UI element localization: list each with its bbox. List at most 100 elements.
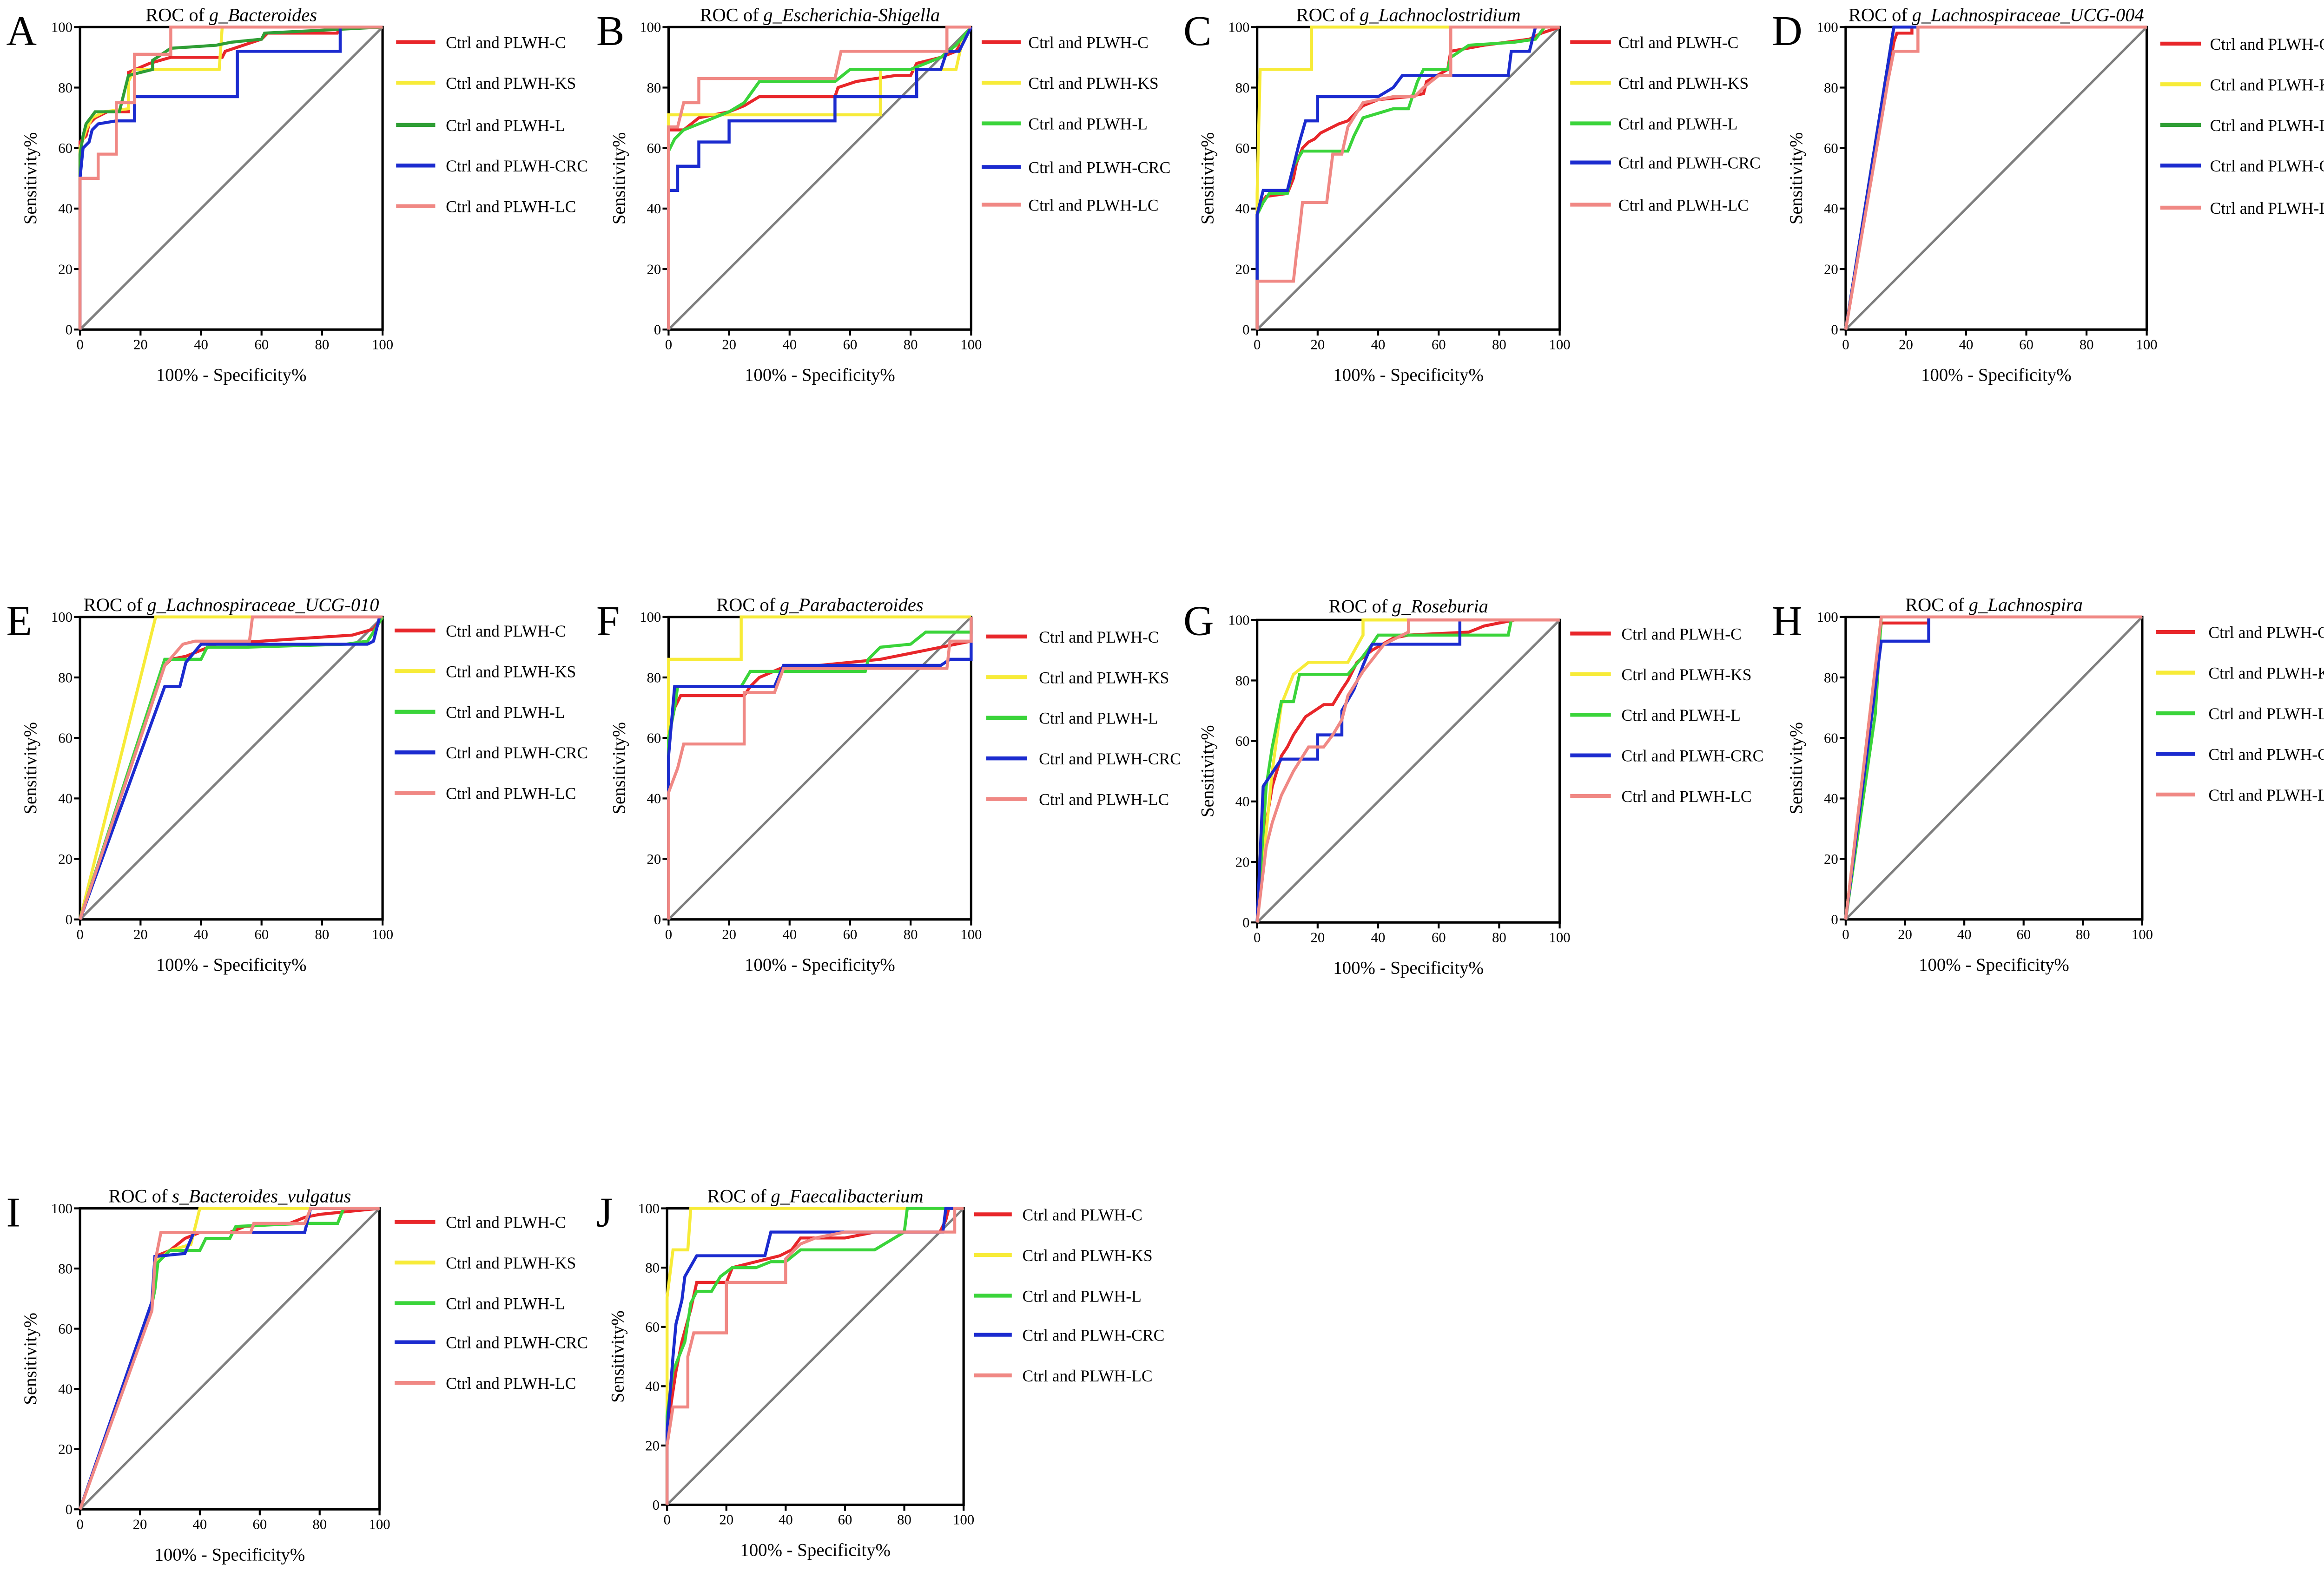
y-tick-label: 0 [1242, 915, 1249, 931]
chart-title: ROC of g_Lachnospira [1905, 594, 2083, 615]
legend-label: Ctrl and PLWH-CRC [446, 157, 588, 175]
x-tick-label: 80 [2076, 927, 2090, 942]
legend: Ctrl and PLWH-C Ctrl and PLWH-KS Ctrl and … [394, 1213, 588, 1393]
roc-panel-h: H ROC of g_Lachnospira 0 20 40 60 80 100 0 20 40 60 8… [1772, 594, 2324, 975]
x-axis-title: 100% - Specificity% [740, 1540, 891, 1560]
legend-item: Ctrl and PLWH-CRC [394, 1334, 588, 1352]
y-axis-title: Sensitivity% [1786, 132, 1806, 224]
legend-item: Ctrl and PLWH-LC [974, 1367, 1153, 1385]
x-axis-title: 100% - Specificity% [155, 1545, 305, 1564]
roc-curve-ctrl-and-plwh-crc [1255, 618, 1560, 923]
y-tick-label: 80 [645, 1260, 660, 1275]
x-axis: 0 20 40 60 80 100 [665, 919, 982, 942]
x-tick-label: 40 [779, 1512, 793, 1528]
x-tick-label: 80 [2080, 336, 2094, 352]
legend-label: Ctrl and PLWH-LC [446, 1374, 576, 1393]
y-tick-label: 0 [653, 1497, 660, 1513]
x-tick-label: 0 [76, 336, 83, 352]
chart-title: ROC of g_Bacteroides [145, 4, 317, 25]
y-tick-label: 0 [66, 912, 73, 927]
chart-title-taxon: g_Faecalibacterium [771, 1186, 923, 1207]
y-tick-label: 60 [1824, 730, 1838, 746]
roc-curves [79, 1207, 380, 1510]
x-axis-title: 100% - Specificity% [1919, 955, 2069, 975]
roc-curve-ctrl-and-plwh-crc [667, 617, 973, 920]
legend-item: Ctrl and PLWH-CRC [982, 158, 1170, 177]
chart-title-prefix: ROC of [700, 4, 759, 25]
y-tick-label: 60 [58, 140, 73, 156]
x-axis: 0 20 40 60 80 100 [1254, 922, 1571, 945]
legend-item: Ctrl and PLWH-KS [396, 74, 576, 92]
legend-item: Ctrl and PLWH-C [982, 33, 1149, 52]
roc-panel-c: C ROC of g_Lachnoclostridium 0 20 40 60 80 100 0 2… [1183, 4, 1761, 385]
y-tick-label: 60 [1824, 140, 1838, 156]
roc-curve-ctrl-and-plwh-l [79, 616, 384, 920]
x-tick-label: 20 [133, 1516, 147, 1532]
roc-curve-ctrl-and-plwh-ks [665, 1207, 964, 1505]
y-tick-label: 40 [1235, 794, 1250, 809]
y-tick-label: 60 [647, 730, 661, 746]
y-axis-title: Sensitivity% [20, 722, 40, 815]
y-tick-label: 40 [58, 791, 73, 807]
chart-title-taxon: g_Escherichia-Shigella [763, 4, 940, 25]
x-tick-label: 40 [1371, 336, 1386, 352]
roc-panel-f: F ROC of g_Parabacteroides 0 20 40 60 80 100 0 20 4… [596, 594, 1181, 975]
legend-label: Ctrl and PLWH-CRC [1618, 154, 1761, 172]
y-axis: 0 20 40 60 80 100 [1228, 612, 1257, 931]
x-tick-label: 60 [254, 336, 269, 352]
roc-panel-b: B ROC of g_Escherichia-Shigella 0 20 40 60 80 10… [596, 4, 1170, 385]
legend-item: Ctrl and PLWH-C [974, 1205, 1142, 1224]
legend-label: Ctrl and PLWH-KS [1028, 74, 1158, 92]
y-axis-title: Sensitivity% [20, 132, 40, 224]
chart-title-taxon: g_Roseburia [1392, 596, 1488, 617]
x-tick-label: 80 [315, 927, 330, 942]
y-axis-title: Sensitivity% [1198, 725, 1218, 817]
x-tick-label: 80 [897, 1512, 911, 1528]
y-tick-label: 100 [638, 1201, 660, 1216]
chart-title-prefix: ROC of [145, 4, 205, 25]
legend-item: Ctrl and PLWH-CRC [986, 749, 1181, 768]
x-tick-label: 0 [76, 927, 83, 942]
y-axis-title: Sensitivity% [609, 132, 629, 224]
x-tick-label: 0 [1842, 927, 1849, 942]
legend-label: Ctrl and PLWH-CRC [1039, 749, 1181, 768]
roc-curve-ctrl-and-plwh-l [1255, 26, 1560, 330]
legend-item: Ctrl and PLWH-C [394, 1213, 566, 1232]
roc-curve-ctrl-and-plwh-l [667, 617, 973, 920]
x-axis-title: 100% - Specificity% [1921, 365, 2072, 385]
y-tick-label: 80 [1824, 670, 1838, 685]
y-tick-label: 100 [1228, 612, 1249, 628]
x-tick-label: 60 [254, 927, 269, 942]
x-tick-label: 0 [665, 336, 672, 352]
panel-letter: G [1183, 598, 1214, 644]
roc-curves [665, 1207, 964, 1505]
chart-title-taxon: g_Lachnospiraceae_UCG-004 [1912, 4, 2144, 25]
legend-label: Ctrl and PLWH-KS [1022, 1246, 1152, 1265]
legend-label: Ctrl and PLWH-C [1022, 1205, 1142, 1224]
legend-label: Ctrl and PLWH-CRC [1028, 158, 1170, 177]
diagonal-reference-line [1256, 26, 1561, 331]
legend-label: Ctrl and PLWH-C [446, 1213, 566, 1232]
x-tick-label: 60 [252, 1516, 267, 1532]
x-tick-label: 40 [193, 1516, 207, 1532]
chart-title-prefix: ROC of [1328, 596, 1388, 617]
chart-title: ROC of g_Lachnoclostridium [1296, 4, 1521, 25]
x-tick-label: 0 [1254, 336, 1261, 352]
chart-title-taxon: g_Lachnospira [1969, 594, 2083, 615]
x-tick-label: 40 [782, 927, 797, 942]
panel-letter: D [1772, 7, 1802, 54]
x-axis: 0 20 40 60 80 100 [1254, 329, 1571, 352]
x-tick-label: 20 [133, 927, 148, 942]
y-axis-title: Sensitivity% [1198, 132, 1218, 224]
chart-title-prefix: ROC of [1849, 4, 1908, 25]
legend-label: Ctrl and PLWH-C [1621, 624, 1741, 643]
y-tick-label: 100 [640, 609, 661, 625]
roc-curve-ctrl-and-plwh-lc [1844, 26, 2147, 330]
roc-curve-ctrl-and-plwh-c [1255, 618, 1560, 923]
x-axis: 0 20 40 60 80 100 [76, 1509, 390, 1532]
legend-label: Ctrl and PLWH-C [1618, 33, 1738, 52]
y-tick-label: 80 [58, 1261, 73, 1276]
legend-label: Ctrl and PLWH-LC [1022, 1367, 1152, 1385]
roc-curve-ctrl-and-plwh-crc [78, 26, 383, 330]
